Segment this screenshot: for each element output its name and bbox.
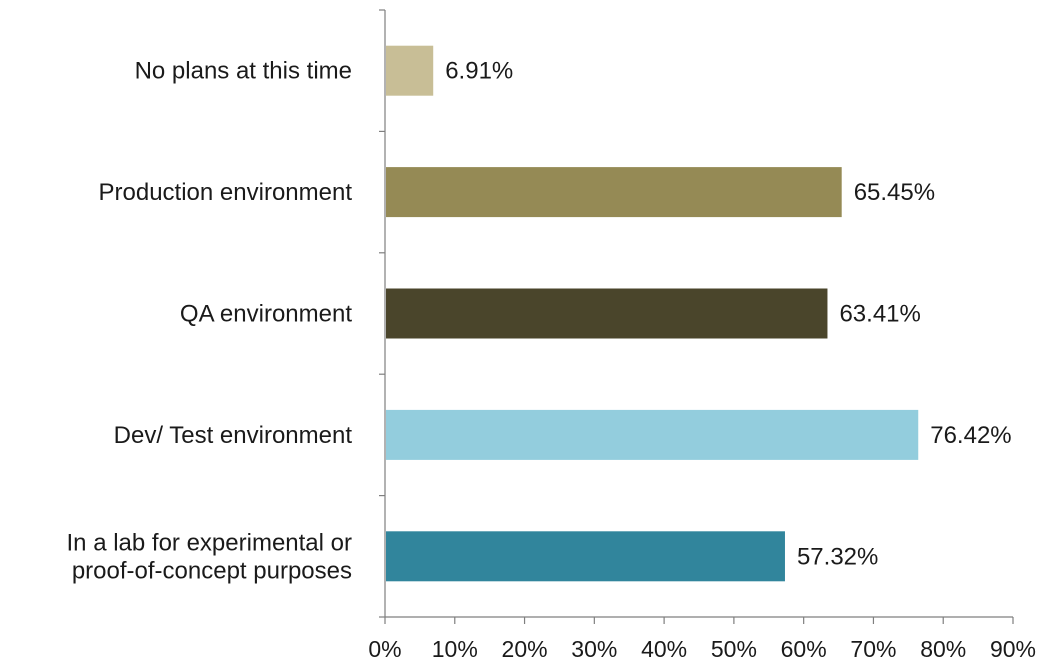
category-labels: No plans at this time Production environm…	[67, 58, 353, 585]
data-label: 76.42%	[930, 422, 1011, 449]
x-tick-label: 90%	[990, 636, 1036, 662]
category-label-line: In a lab for experimental or	[67, 529, 352, 556]
x-tick-label: 50%	[711, 636, 757, 662]
category-label: No plans at this time	[135, 58, 352, 85]
x-tick-label: 10%	[432, 636, 478, 662]
category-label-line: proof-of-concept purposes	[72, 557, 352, 584]
bar	[386, 288, 828, 339]
x-tick-label: 20%	[502, 636, 548, 662]
bar	[386, 167, 842, 218]
bar	[386, 531, 785, 582]
x-tick-label: 40%	[641, 636, 687, 662]
bar	[386, 45, 434, 96]
x-tick-label: 30%	[571, 636, 617, 662]
category-label-line: Production environment	[99, 179, 353, 206]
x-tick-label: 80%	[920, 636, 966, 662]
category-label-line: Dev/ Test environment	[114, 422, 353, 449]
bar	[386, 409, 919, 460]
data-label: 65.45%	[854, 179, 935, 206]
category-label-line: QA environment	[180, 301, 352, 328]
category-label-line: No plans at this time	[135, 58, 352, 85]
category-label: QA environment	[180, 301, 352, 328]
data-label: 6.91%	[445, 58, 513, 85]
x-tick-label: 60%	[781, 636, 827, 662]
category-label: In a lab for experimental or proof-of-con…	[67, 529, 352, 584]
category-label: Dev/ Test environment	[114, 422, 353, 449]
bars	[386, 45, 919, 582]
value-labels: 6.91% 65.45% 63.41% 76.42% 57.32%	[445, 58, 1011, 571]
data-label: 63.41%	[839, 301, 920, 328]
x-tick-label: 70%	[850, 636, 896, 662]
x-tick-label: 0%	[368, 636, 401, 662]
x-axis-ticks: 0% 10% 20% 30% 40% 50% 60% 70% 80% 90%	[368, 617, 1036, 662]
axes	[379, 9, 1013, 618]
category-label: Production environment	[99, 179, 353, 206]
data-label: 57.32%	[797, 543, 878, 570]
